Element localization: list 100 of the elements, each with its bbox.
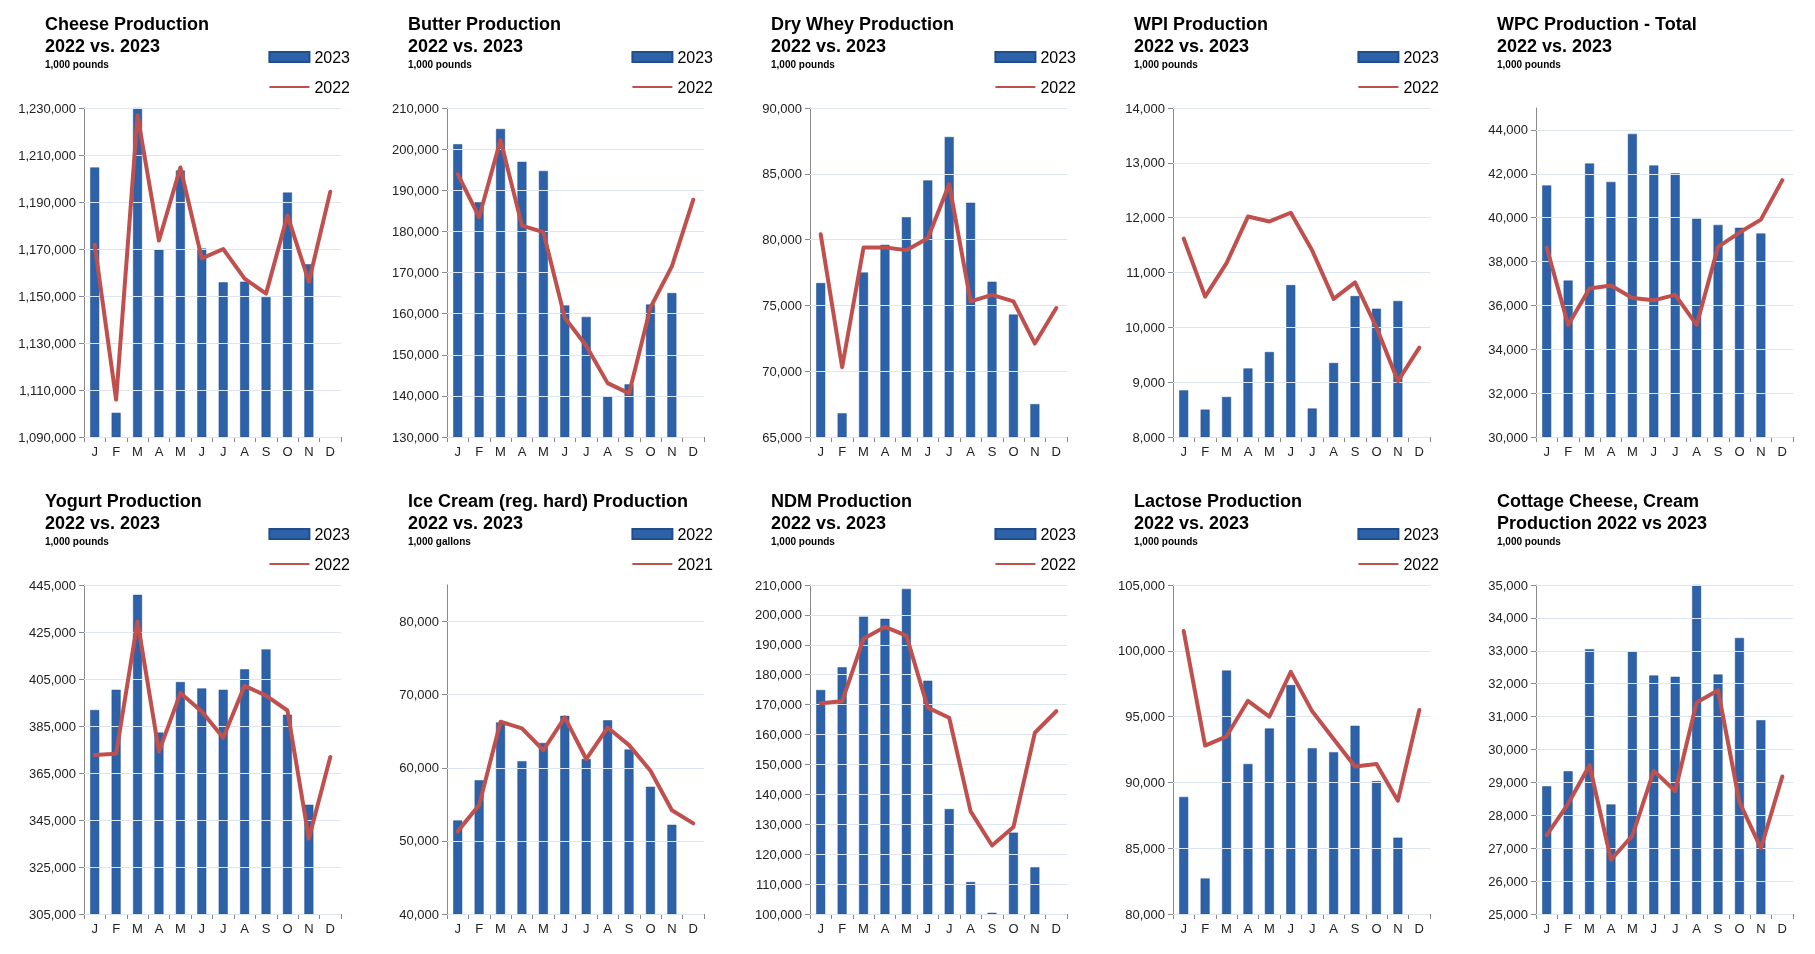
- x-tick-label: J: [1543, 921, 1550, 936]
- y-tick-label: 80,000: [399, 614, 439, 630]
- x-tick-label: F: [112, 444, 121, 459]
- x-tick-label: F: [475, 444, 484, 459]
- x-tick-label: J: [91, 444, 98, 459]
- chart-subtitle: 1,000 pounds: [408, 58, 473, 70]
- line-series: [818, 182, 1059, 370]
- y-tick-label: 44,000: [1488, 122, 1528, 138]
- y-tick-label: 1,210,000: [18, 147, 76, 163]
- chart-subtitle: 1,000 gallons: [408, 535, 472, 547]
- x-tick-label: A: [154, 444, 164, 459]
- y-tick-label: 110,000: [755, 876, 802, 892]
- x-tick-label: A: [1243, 921, 1253, 936]
- y-tick-label: 150,000: [755, 756, 802, 772]
- x-tick-label: M: [1584, 921, 1595, 936]
- x-tick-label: M: [537, 444, 549, 459]
- line-series: [455, 715, 696, 834]
- chart-title: WPI Production 2022 vs. 2023: [1134, 14, 1268, 56]
- x-tick-label: J: [91, 921, 98, 936]
- x-tick-label: A: [1606, 921, 1616, 936]
- x-tick-label: A: [1692, 444, 1702, 459]
- x-tick-label: D: [1777, 444, 1787, 459]
- y-tick-label: 325,000: [29, 859, 76, 875]
- line-series: [818, 624, 1059, 848]
- y-tick-label: 100,000: [1118, 643, 1165, 659]
- y-tick-label: 31,000: [1488, 709, 1528, 725]
- legend-label: 2022: [1040, 555, 1077, 573]
- chart-subtitle: 1,000 pounds: [1497, 58, 1562, 70]
- y-tick-label: 140,000: [755, 786, 802, 802]
- x-tick-label: F: [1201, 921, 1210, 936]
- x-tick-label: J: [1543, 444, 1550, 459]
- x-tick-label: J: [1308, 921, 1316, 936]
- x-tick-label: F: [1564, 921, 1573, 936]
- x-tick-label: N: [1030, 444, 1040, 459]
- x-tick-label: O: [1008, 921, 1019, 936]
- chart-title: Cottage Cheese, Cream Production 2022 vs 2023: [1497, 491, 1708, 533]
- y-tick-label: 425,000: [29, 624, 76, 640]
- x-tick-label: J: [1287, 444, 1295, 459]
- line-series: [92, 113, 333, 402]
- x-tick-label: F: [838, 444, 847, 459]
- x-tick-label: A: [1243, 444, 1253, 459]
- y-tick-label: 11,000: [1126, 265, 1165, 280]
- x-tick-label: M: [858, 921, 869, 936]
- x-tick-label: J: [1650, 444, 1658, 459]
- y-tick-label: 1,170,000: [18, 241, 76, 257]
- x-tick-label: M: [1626, 444, 1638, 459]
- y-tick-label: 130,000: [392, 429, 439, 445]
- x-tick-label: O: [1008, 444, 1019, 459]
- y-tick-label: 210,000: [755, 577, 802, 593]
- x-tick-label: N: [304, 444, 314, 459]
- y-tick-label: 210,000: [392, 100, 439, 116]
- x-tick-label: A: [1329, 921, 1339, 936]
- x-tick-label: O: [282, 444, 293, 459]
- x-tick-label: J: [1671, 444, 1679, 459]
- x-tick-label: M: [1221, 444, 1232, 459]
- chart-subtitle: 1,000 pounds: [771, 535, 836, 547]
- x-tick-label: D: [325, 444, 335, 459]
- x-tick-label: J: [1180, 921, 1187, 936]
- line-series: [455, 138, 696, 396]
- y-tick-label: 1,230,000: [18, 100, 76, 116]
- x-tick-label: J: [454, 444, 461, 459]
- x-tick-label: M: [174, 921, 186, 936]
- x-tick-label: F: [1564, 444, 1573, 459]
- y-tick-label: 90,000: [762, 100, 802, 116]
- y-tick-label: 50,000: [399, 833, 439, 849]
- x-tick-label: J: [198, 444, 206, 459]
- x-tick-label: N: [667, 444, 677, 459]
- chart-subtitle: 1,000 pounds: [1134, 58, 1199, 70]
- x-tick-label: D: [688, 444, 698, 459]
- x-tick-label: J: [219, 444, 227, 459]
- x-tick-label: S: [987, 444, 997, 459]
- y-tick-label: 40,000: [399, 906, 439, 922]
- x-tick-label: M: [858, 444, 869, 459]
- x-tick-label: N: [667, 921, 677, 936]
- x-tick-label: M: [1584, 444, 1595, 459]
- y-tick-label: 80,000: [1125, 906, 1165, 922]
- x-tick-label: J: [1650, 921, 1658, 936]
- y-tick-label: 34,000: [1488, 341, 1528, 357]
- y-tick-label: 120,000: [755, 846, 802, 862]
- x-tick-label: S: [1713, 444, 1723, 459]
- x-tick-label: S: [624, 921, 634, 936]
- x-tick-label: N: [1030, 921, 1040, 936]
- x-tick-label: J: [945, 921, 953, 936]
- y-tick-label: 38,000: [1488, 254, 1528, 270]
- x-tick-label: D: [1051, 921, 1061, 936]
- y-tick-label: 160,000: [755, 727, 802, 743]
- x-tick-label: N: [304, 921, 314, 936]
- x-tick-label: J: [1180, 444, 1187, 459]
- y-tick-label: 28,000: [1488, 807, 1528, 823]
- x-tick-label: S: [261, 921, 271, 936]
- y-tick-label: 170,000: [755, 697, 802, 713]
- x-tick-label: F: [112, 921, 121, 936]
- x-tick-label: J: [1308, 444, 1316, 459]
- legend-label: 2023: [1403, 525, 1440, 543]
- y-tick-label: 65,000: [762, 429, 802, 445]
- x-tick-label: J: [561, 921, 569, 936]
- line-series: [92, 619, 333, 841]
- y-tick-label: 30,000: [1488, 429, 1528, 445]
- x-tick-label: N: [1756, 444, 1766, 459]
- chart-title: WPC Production - Total 2022 vs. 2023: [1497, 14, 1697, 56]
